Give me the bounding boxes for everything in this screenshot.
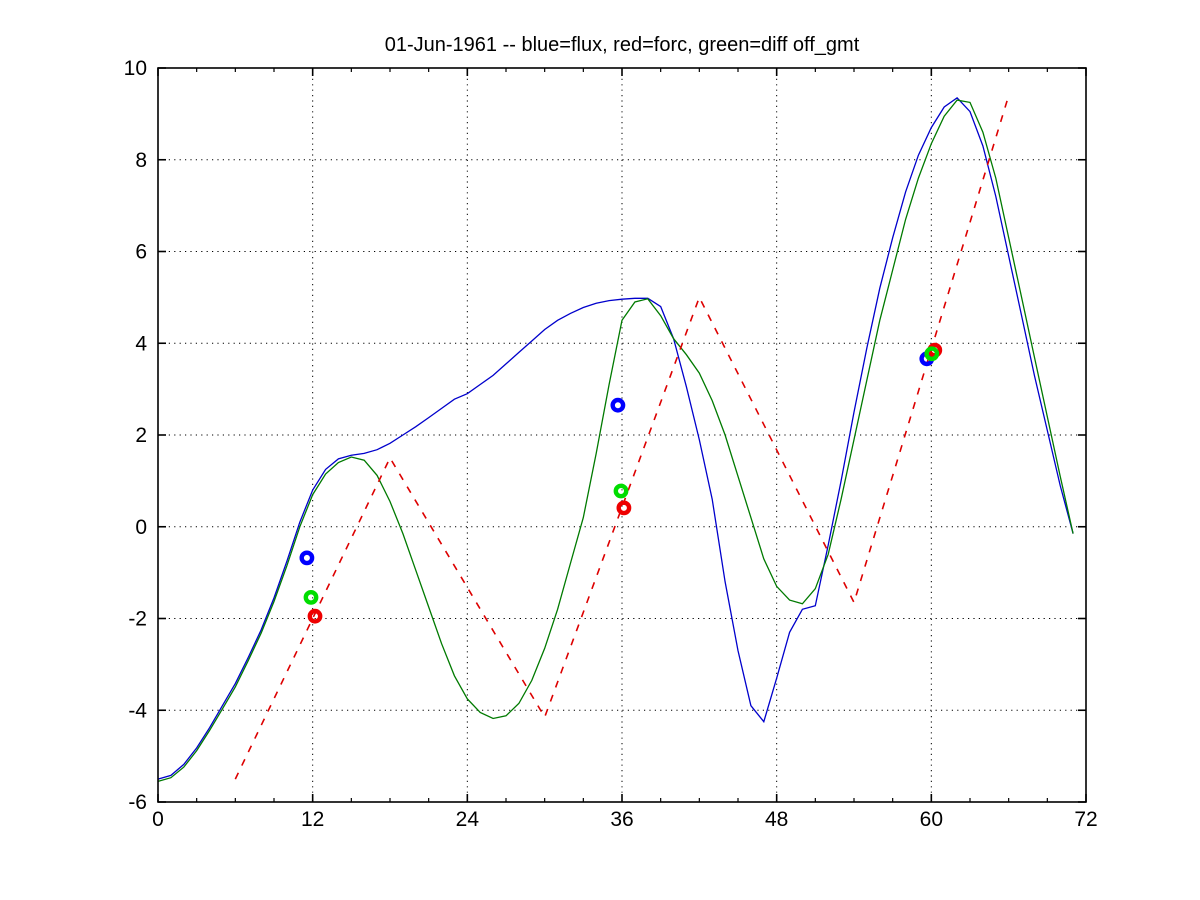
x-tick-label: 36	[610, 808, 633, 831]
y-tick-label: 2	[135, 424, 147, 447]
y-tick-label: 4	[135, 332, 147, 355]
x-tick-label: 72	[1074, 808, 1097, 831]
series-flux	[157, 96, 1074, 780]
series-forc	[234, 95, 1010, 780]
series-diff	[157, 99, 1074, 783]
flux-markers	[610, 397, 626, 413]
y-tick-label: 8	[135, 149, 147, 172]
y-tick-label: -2	[128, 608, 147, 631]
y-tick-label: -4	[128, 699, 147, 722]
diff-markers	[303, 590, 319, 605]
y-tick-label: 0	[135, 516, 147, 539]
chart-title: 01-Jun-1961 -- blue=flux, red=forc, gree…	[384, 34, 860, 56]
diff-markers	[924, 346, 940, 362]
y-tick-label: 6	[135, 241, 147, 264]
diff-markers	[613, 483, 629, 499]
x-tick-label: 0	[152, 808, 164, 831]
forc-markers	[307, 608, 323, 624]
y-tick-label: -6	[128, 791, 147, 814]
y-tick-label: 10	[124, 57, 147, 80]
x-tick-label: 48	[765, 808, 788, 831]
forc-markers	[616, 500, 632, 516]
flux-markers	[299, 550, 315, 566]
x-tick-label: 24	[456, 808, 480, 831]
x-tick-label: 12	[301, 808, 324, 831]
x-tick-label: 60	[920, 808, 943, 831]
